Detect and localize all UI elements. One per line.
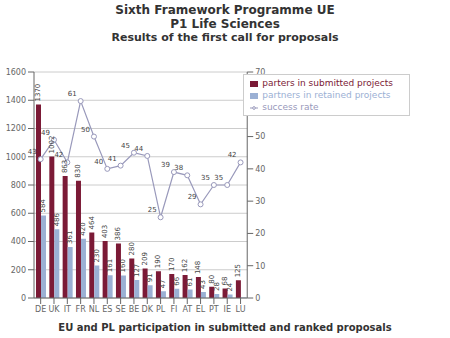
svg-text:66: 66 <box>173 276 181 285</box>
svg-text:800: 800 <box>11 181 26 190</box>
svg-text:127: 127 <box>133 264 141 277</box>
svg-text:25: 25 <box>148 206 157 214</box>
svg-text:DE: DE <box>35 305 46 314</box>
svg-text:420: 420 <box>79 222 87 235</box>
html-text:P1 Life Sciences: P1 Life Sciences <box>170 17 280 31</box>
svg-text:148: 148 <box>194 261 202 274</box>
svg-text:NL: NL <box>89 305 100 314</box>
svg-text:AT: AT <box>182 305 192 314</box>
svg-text:125: 125 <box>234 264 242 277</box>
svg-text:PL: PL <box>156 305 166 314</box>
svg-text:49: 49 <box>41 129 50 137</box>
svg-text:1400: 1400 <box>8 96 26 105</box>
svg-text:LU: LU <box>236 305 246 314</box>
svg-text:42: 42 <box>228 151 237 159</box>
svg-text:IE: IE <box>224 305 231 314</box>
svg-text:600: 600 <box>11 209 26 218</box>
svg-text:1200: 1200 <box>8 124 26 133</box>
svg-text:UK: UK <box>48 305 60 314</box>
svg-text:41: 41 <box>108 155 117 163</box>
svg-text:28: 28 <box>213 282 221 291</box>
svg-text:60: 60 <box>255 100 265 109</box>
svg-text:0: 0 <box>21 294 26 303</box>
svg-text:FI: FI <box>170 305 177 314</box>
svg-text:45: 45 <box>121 142 130 150</box>
svg-text:30: 30 <box>255 197 265 206</box>
svg-text:68: 68 <box>221 276 230 286</box>
svg-text:91: 91 <box>146 273 154 282</box>
html-text:success rate: success rate <box>262 102 319 112</box>
svg-text:40: 40 <box>255 165 265 174</box>
svg-text:43: 43 <box>199 280 207 289</box>
svg-text:10: 10 <box>255 262 265 271</box>
html-text:EU and PL participation in sub: EU and PL participation in submitted and… <box>58 322 392 333</box>
svg-text:361: 361 <box>66 231 74 244</box>
svg-text:61: 61 <box>186 277 194 286</box>
svg-text:190: 190 <box>154 255 162 268</box>
html-text:parters in submitted projects: parters in submitted projects <box>262 78 393 88</box>
svg-text:0: 0 <box>255 294 260 303</box>
svg-text:170: 170 <box>168 258 176 271</box>
svg-text:DK: DK <box>142 305 154 314</box>
svg-text:200: 200 <box>11 266 26 275</box>
svg-text:42: 42 <box>54 151 63 159</box>
svg-text:BE: BE <box>129 305 140 314</box>
svg-text:160: 160 <box>119 259 127 272</box>
svg-text:38: 38 <box>174 164 183 172</box>
svg-text:863: 863 <box>61 160 69 173</box>
html-text:partners in retained projects: partners in retained projects <box>262 90 391 100</box>
svg-text:SE: SE <box>116 305 126 314</box>
svg-text:61: 61 <box>68 90 77 98</box>
svg-text:80: 80 <box>207 274 216 284</box>
svg-text:50: 50 <box>255 132 265 141</box>
svg-text:IT: IT <box>64 305 71 314</box>
svg-text:230: 230 <box>93 249 101 262</box>
svg-text:1370: 1370 <box>34 84 42 102</box>
svg-text:161: 161 <box>106 259 114 272</box>
svg-text:280: 280 <box>128 242 136 255</box>
svg-text:ES: ES <box>102 305 112 314</box>
svg-text:1600: 1600 <box>8 68 26 77</box>
svg-text:35: 35 <box>201 174 210 182</box>
svg-text:403: 403 <box>101 225 109 238</box>
svg-text:24: 24 <box>226 282 234 291</box>
svg-text:584: 584 <box>39 199 47 213</box>
svg-text:35: 35 <box>214 174 223 182</box>
svg-text:70: 70 <box>255 68 265 77</box>
html-text:Sixth Framework Programme UE: Sixth Framework Programme UE <box>115 3 335 17</box>
svg-text:40: 40 <box>94 158 103 166</box>
svg-text:50: 50 <box>81 126 90 134</box>
svg-text:209: 209 <box>141 252 149 265</box>
svg-text:830: 830 <box>74 164 82 177</box>
svg-text:PT: PT <box>209 305 219 314</box>
svg-text:29: 29 <box>188 193 197 201</box>
svg-text:464: 464 <box>88 216 96 230</box>
svg-text:486: 486 <box>53 212 61 226</box>
svg-text:20: 20 <box>255 229 265 238</box>
svg-text:39: 39 <box>161 161 170 169</box>
svg-text:1000: 1000 <box>8 153 26 162</box>
svg-text:386: 386 <box>114 227 122 241</box>
svg-text:FR: FR <box>76 305 87 314</box>
svg-text:EL: EL <box>196 305 206 314</box>
svg-text:44: 44 <box>134 145 143 153</box>
svg-text:47: 47 <box>159 279 167 288</box>
svg-text:1002: 1002 <box>47 135 56 154</box>
html-text:Results of the first call for: Results of the first call for proposals <box>111 31 339 44</box>
svg-text:162: 162 <box>181 259 189 272</box>
svg-text:400: 400 <box>11 237 26 246</box>
svg-text:43: 43 <box>28 148 37 156</box>
